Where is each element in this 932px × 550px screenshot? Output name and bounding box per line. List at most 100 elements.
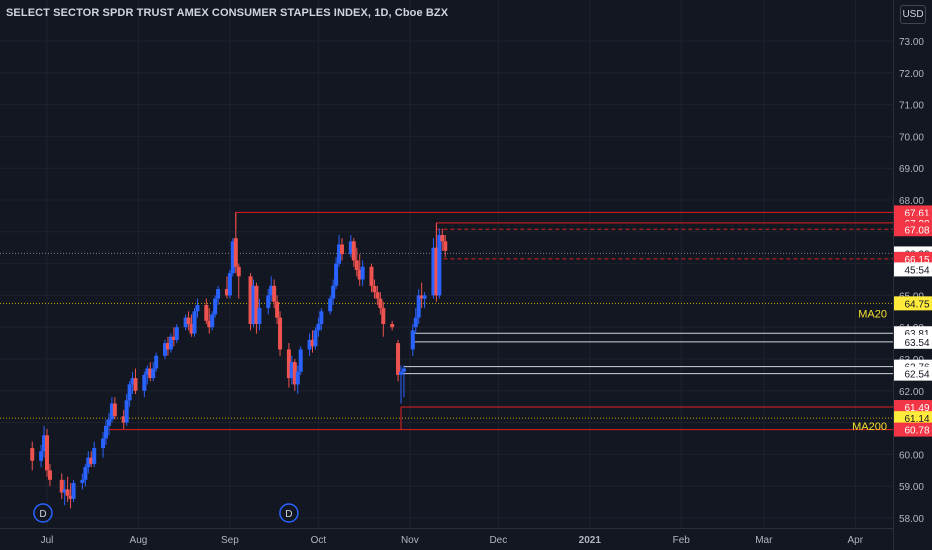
- candle-body: [216, 289, 221, 299]
- candle-body: [396, 343, 401, 375]
- x-tick-label: Aug: [130, 535, 148, 546]
- candle-body: [104, 425, 108, 439]
- candle-body: [266, 295, 271, 309]
- price-label-bg: [894, 366, 932, 381]
- candle-body: [419, 295, 424, 299]
- x-tick-label: Sep: [221, 535, 239, 546]
- candle-body: [422, 295, 427, 299]
- candle-body: [154, 355, 159, 369]
- candle-body: [248, 276, 253, 325]
- candle-body: [360, 266, 365, 280]
- candle-body: [292, 362, 297, 385]
- candle-body: [410, 330, 415, 350]
- candle-body: [437, 234, 442, 296]
- ma-label: MA200: [852, 421, 887, 433]
- candle-body: [163, 343, 167, 356]
- candle-body: [307, 339, 312, 350]
- y-tick-label: 71.00: [899, 101, 924, 112]
- candle-body: [381, 308, 386, 325]
- price-label: 63.54: [904, 338, 929, 349]
- candle-body: [295, 371, 300, 385]
- candle-body: [101, 438, 106, 449]
- candle-body: [236, 266, 241, 277]
- candle-body: [413, 317, 418, 328]
- candle-body: [434, 247, 439, 296]
- candle-body: [340, 244, 344, 255]
- y-tick-label: 58.00: [899, 514, 924, 525]
- candle-body: [233, 238, 238, 267]
- candle-body: [289, 362, 294, 379]
- y-tick-label: 69.00: [899, 164, 924, 175]
- candle-body: [328, 298, 333, 312]
- price-label: 64.75: [904, 299, 929, 310]
- candle-body: [186, 317, 191, 325]
- price-label: 67.61: [904, 208, 929, 219]
- price-label-bg: [894, 222, 932, 237]
- candle-body: [269, 285, 274, 296]
- candle-body: [227, 273, 232, 296]
- candle-body: [92, 448, 97, 464]
- price-label: 61.49: [904, 403, 929, 414]
- candle-body: [62, 489, 67, 493]
- candle-body: [416, 295, 421, 318]
- candle-body: [319, 311, 324, 325]
- countdown-label: 45:54: [904, 265, 929, 276]
- candle-body: [230, 241, 235, 274]
- candle-body: [83, 467, 88, 480]
- candle-body: [142, 374, 147, 391]
- candle-body: [207, 320, 212, 328]
- candle-body: [127, 384, 132, 401]
- candle-body: [440, 234, 445, 242]
- candle-body: [47, 470, 52, 480]
- candle-body: [195, 304, 200, 312]
- candle-body: [401, 368, 406, 372]
- candle-body: [42, 435, 47, 452]
- candle-body: [257, 308, 262, 325]
- candle-body: [89, 457, 94, 464]
- candle-body: [71, 483, 76, 499]
- candle-body: [68, 495, 73, 499]
- candle-body: [148, 368, 153, 379]
- x-tick-label: 2021: [579, 535, 602, 546]
- price-label: 63.81: [904, 329, 929, 340]
- candle-body: [145, 368, 150, 375]
- y-tick-label: 59.00: [899, 482, 924, 493]
- candle-body: [431, 247, 436, 296]
- candle-body: [106, 419, 111, 426]
- candle-body: [86, 457, 91, 468]
- candle-body: [39, 451, 44, 461]
- candle-body: [124, 400, 129, 423]
- price-label: 62.54: [904, 370, 929, 381]
- candle-body: [357, 269, 362, 280]
- x-tick-label: Oct: [311, 535, 327, 546]
- dividend-marker-icon: [33, 503, 53, 523]
- candle-body: [348, 241, 353, 255]
- candle-body: [59, 479, 64, 493]
- y-tick-label: 73.00: [899, 37, 924, 48]
- x-tick-label: Feb: [673, 535, 691, 546]
- x-tick-label: Jul: [41, 535, 54, 546]
- currency-button[interactable]: USD: [900, 5, 926, 24]
- y-tick-label: 72.00: [899, 69, 924, 80]
- candle-body: [286, 349, 291, 379]
- candle-body: [254, 285, 259, 325]
- price-label-bg: [894, 411, 932, 426]
- candle-body: [310, 339, 315, 347]
- candle-body: [183, 317, 188, 328]
- candle-body: [313, 330, 318, 347]
- ma-label: MA20: [858, 308, 887, 320]
- candle-body: [331, 285, 336, 299]
- countdown-bg: [894, 262, 932, 277]
- chart-title: SELECT SECTOR SPDR TRUST AMEX CONSUMER S…: [6, 7, 449, 19]
- candle-body: [45, 435, 49, 471]
- candle-body: [165, 343, 170, 350]
- candle-body: [151, 368, 156, 379]
- candle-body: [171, 336, 176, 340]
- price-label-bg: [894, 334, 932, 349]
- x-tick-label: Nov: [401, 535, 419, 546]
- candle-body: [278, 317, 283, 350]
- candle-body: [316, 324, 321, 331]
- y-tick-label: 68.00: [899, 196, 924, 207]
